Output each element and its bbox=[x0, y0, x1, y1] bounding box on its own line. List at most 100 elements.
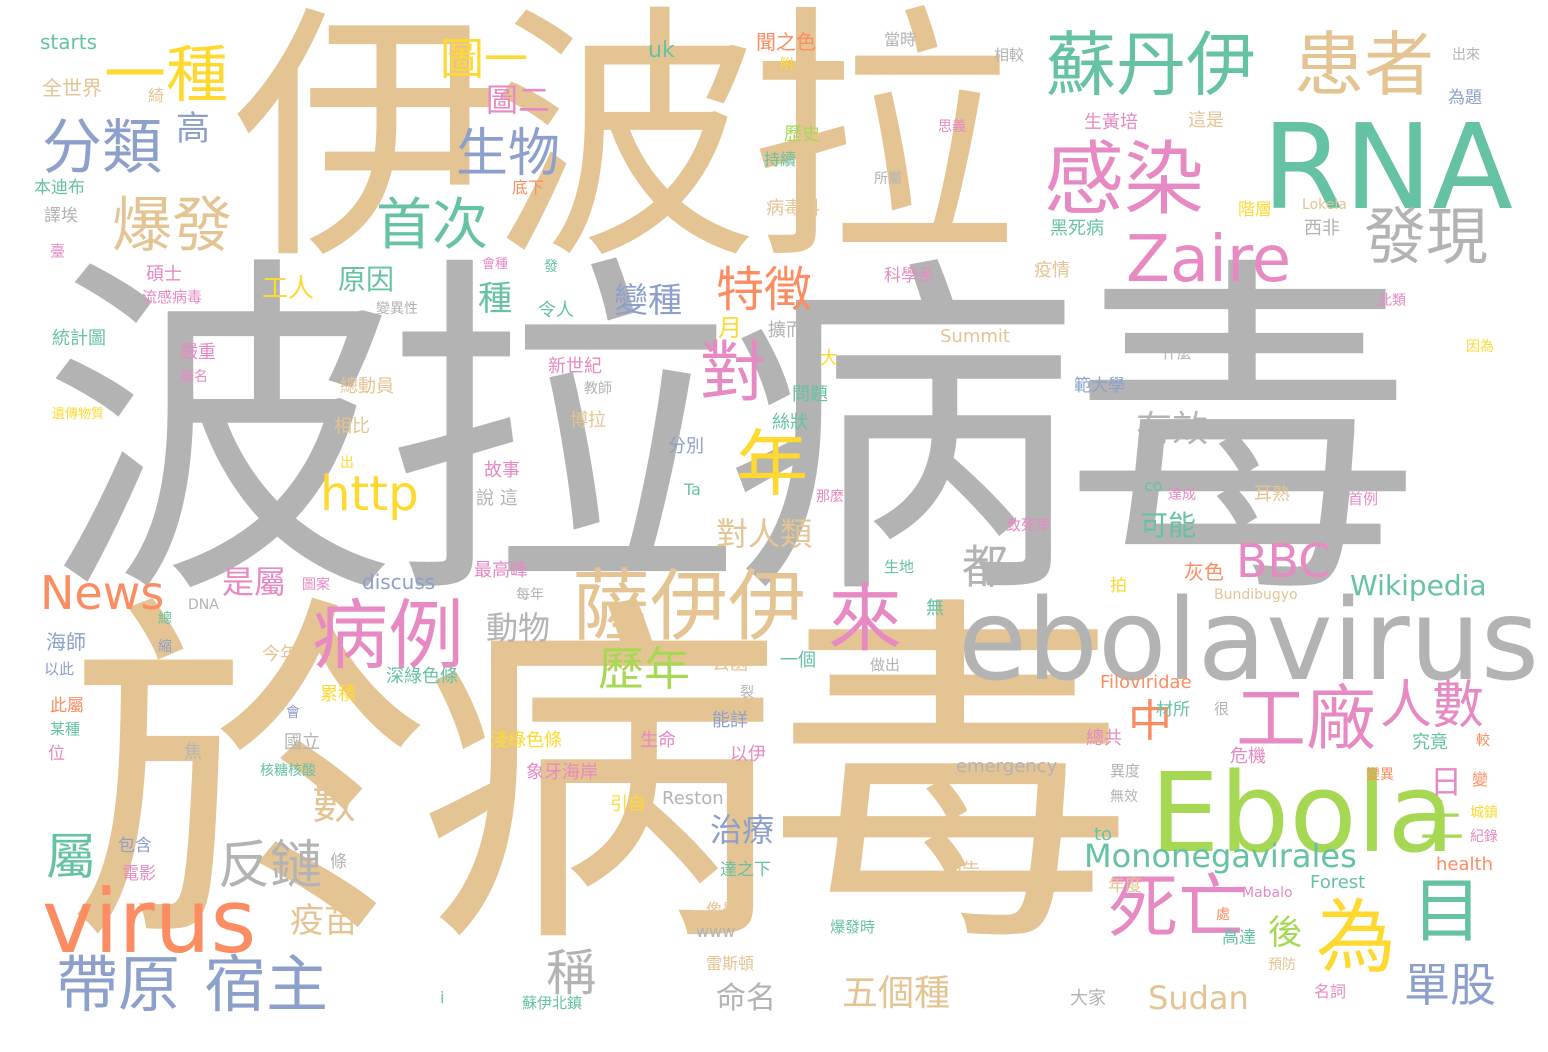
word-gongchang: 工廠 bbox=[1236, 678, 1376, 760]
word-fa: 發 bbox=[544, 259, 558, 275]
word-name: 那麼 bbox=[816, 489, 844, 505]
word-shu2: 屬 bbox=[46, 828, 96, 886]
word-fandaxue: 範大學 bbox=[1074, 376, 1125, 396]
word-gongren: 工人 bbox=[262, 274, 315, 304]
word-zuigaofeng: 最高峰 bbox=[474, 560, 528, 581]
word-jiaoshi: 教師 bbox=[584, 381, 612, 397]
word-chulai: 出來 bbox=[1452, 47, 1480, 63]
word-jiao: 焦 bbox=[184, 742, 202, 763]
word-mouzhong: 某種 bbox=[50, 720, 81, 738]
word-ri: 日 bbox=[1430, 763, 1463, 801]
word-xiangjiao: 相較 bbox=[994, 46, 1025, 64]
word-wei: 為 bbox=[1316, 891, 1396, 984]
word-zuochu: 做出 bbox=[870, 656, 901, 674]
word-bendibu: 本迪布 bbox=[34, 178, 85, 198]
word-caisuo: 材所 bbox=[1156, 700, 1190, 720]
word-yici: 以此 bbox=[44, 660, 75, 678]
word-leisidun: 雷斯頓 bbox=[706, 954, 755, 973]
word-sizhuang: 絲狀 bbox=[772, 412, 808, 433]
word-yinwei: 因為 bbox=[1466, 339, 1494, 355]
word-qianlvsetiao: 淺綠色條 bbox=[490, 730, 562, 751]
word-bianzhong: 變種 bbox=[614, 281, 682, 321]
word-shu: 數 bbox=[312, 778, 356, 829]
word-mu: 目 bbox=[1412, 870, 1482, 952]
word-dangu: 單股 bbox=[1404, 958, 1496, 1012]
word-bolabingdu: 波拉病毒 bbox=[42, 228, 1420, 642]
word-yubingdu: 於病毒 bbox=[66, 568, 1133, 993]
word-hetangsuan: 核糖核酸 bbox=[260, 763, 316, 779]
word-dajia: 大家 bbox=[1070, 988, 1106, 1009]
word-tuan: 圖案 bbox=[302, 577, 330, 593]
word-heisibing: 黑死病 bbox=[1050, 218, 1104, 239]
word-xiangyahaian: 象牙海岸 bbox=[526, 762, 598, 783]
word-dazhixia: 達之下 bbox=[720, 860, 771, 880]
word-zhong: 中 bbox=[1128, 696, 1172, 747]
word-wugezhong: 五個種 bbox=[842, 973, 951, 1014]
word-rna: RNA bbox=[1262, 98, 1513, 236]
word-http: http bbox=[320, 466, 419, 522]
word-hen: 很 bbox=[1214, 700, 1230, 718]
word-tongjitu: 統計圖 bbox=[52, 328, 106, 349]
word-uk: uk bbox=[648, 38, 675, 63]
word-zong: 總 bbox=[158, 611, 172, 627]
word-jilu: 紀錄 bbox=[1470, 829, 1498, 845]
word-lingren: 令人 bbox=[538, 300, 574, 321]
word-lai: 來 bbox=[828, 576, 902, 662]
word-yige: 一個 bbox=[780, 650, 816, 671]
word-wenzhise: 聞之色 bbox=[756, 30, 816, 54]
word-kuoercheng: 擴而成 bbox=[768, 320, 822, 341]
word-yichuanwuzhi: 遺傳物質 bbox=[52, 407, 105, 422]
word-ganran: 感染 bbox=[1044, 133, 1204, 226]
word-nengxiang: 能詳 bbox=[712, 710, 748, 731]
word-to: to bbox=[1094, 824, 1113, 845]
word-zheshi: 這是 bbox=[1188, 110, 1224, 131]
word-weiti: 為題 bbox=[1448, 88, 1482, 108]
word-xinshiji: 新世紀 bbox=[548, 356, 602, 377]
word-dou: 都 bbox=[962, 540, 1008, 594]
word-wuxiao: 無效 bbox=[1110, 789, 1138, 805]
word-renshu: 人數 bbox=[1380, 676, 1485, 736]
word-virus: virus bbox=[42, 870, 257, 973]
word-gonghan: 公函 bbox=[712, 654, 748, 675]
word-dangshi: 當時 bbox=[884, 30, 917, 49]
word-mononegavirales: Mononegavirales bbox=[1084, 837, 1357, 875]
word-zhiliao: 治療 bbox=[710, 811, 775, 849]
word-keneng: 可能 bbox=[1140, 509, 1197, 542]
word-forest: Forest bbox=[1310, 872, 1366, 893]
word-jieceng: 階層 bbox=[1238, 200, 1272, 220]
word-weiji: 危機 bbox=[1230, 746, 1266, 767]
word-siwang: 死亡 bbox=[1108, 866, 1248, 948]
word-bian: 變 bbox=[1472, 770, 1489, 789]
word-ta: Ta bbox=[684, 480, 701, 499]
word-gushi: 故事 bbox=[484, 460, 520, 481]
word-suyibeizhen: 蘇伊北鎮 bbox=[522, 994, 583, 1012]
word-shishu: 是屬 bbox=[222, 563, 287, 601]
word-qi: 綺 bbox=[148, 86, 165, 105]
word-starts: starts bbox=[40, 30, 98, 54]
word-bingduke: 病毒科 bbox=[766, 198, 820, 219]
word-shenghuangpei: 生黃培 bbox=[1084, 112, 1138, 133]
word-discuss: discuss bbox=[362, 570, 436, 594]
word-ebola: Ebola bbox=[1150, 749, 1455, 877]
word-suoshu: 所屬 bbox=[874, 171, 902, 187]
word-yuanyin: 原因 bbox=[338, 263, 395, 296]
word-lie: 裂 bbox=[740, 685, 754, 701]
word-wenti: 問題 bbox=[792, 384, 828, 405]
word-gao: 高 bbox=[176, 109, 210, 149]
word-faxian: 發現 bbox=[1364, 200, 1489, 273]
word-ebolavirus: ebolavirus bbox=[958, 576, 1540, 706]
word-pai: 拍 bbox=[1110, 576, 1127, 596]
word-jinnian: 今年 bbox=[262, 644, 298, 665]
word-bingli: 病例 bbox=[312, 591, 464, 680]
word-shenme: 什麼 bbox=[1162, 344, 1193, 362]
word-summit: Summit bbox=[940, 326, 1010, 347]
word-reston: Reston bbox=[662, 788, 724, 809]
word-dixia: 底下 bbox=[512, 178, 545, 197]
word-chengzhen: 城鎮 bbox=[1470, 805, 1498, 821]
word-shengming: 生命 bbox=[640, 730, 676, 751]
word-bbc: BBC bbox=[1236, 534, 1331, 588]
word-nian: 年 bbox=[736, 422, 809, 506]
word-jiujing: 究竟 bbox=[1412, 732, 1448, 753]
word-chixu: 持續 bbox=[764, 150, 797, 169]
word-shouci: 首次 bbox=[376, 193, 488, 258]
